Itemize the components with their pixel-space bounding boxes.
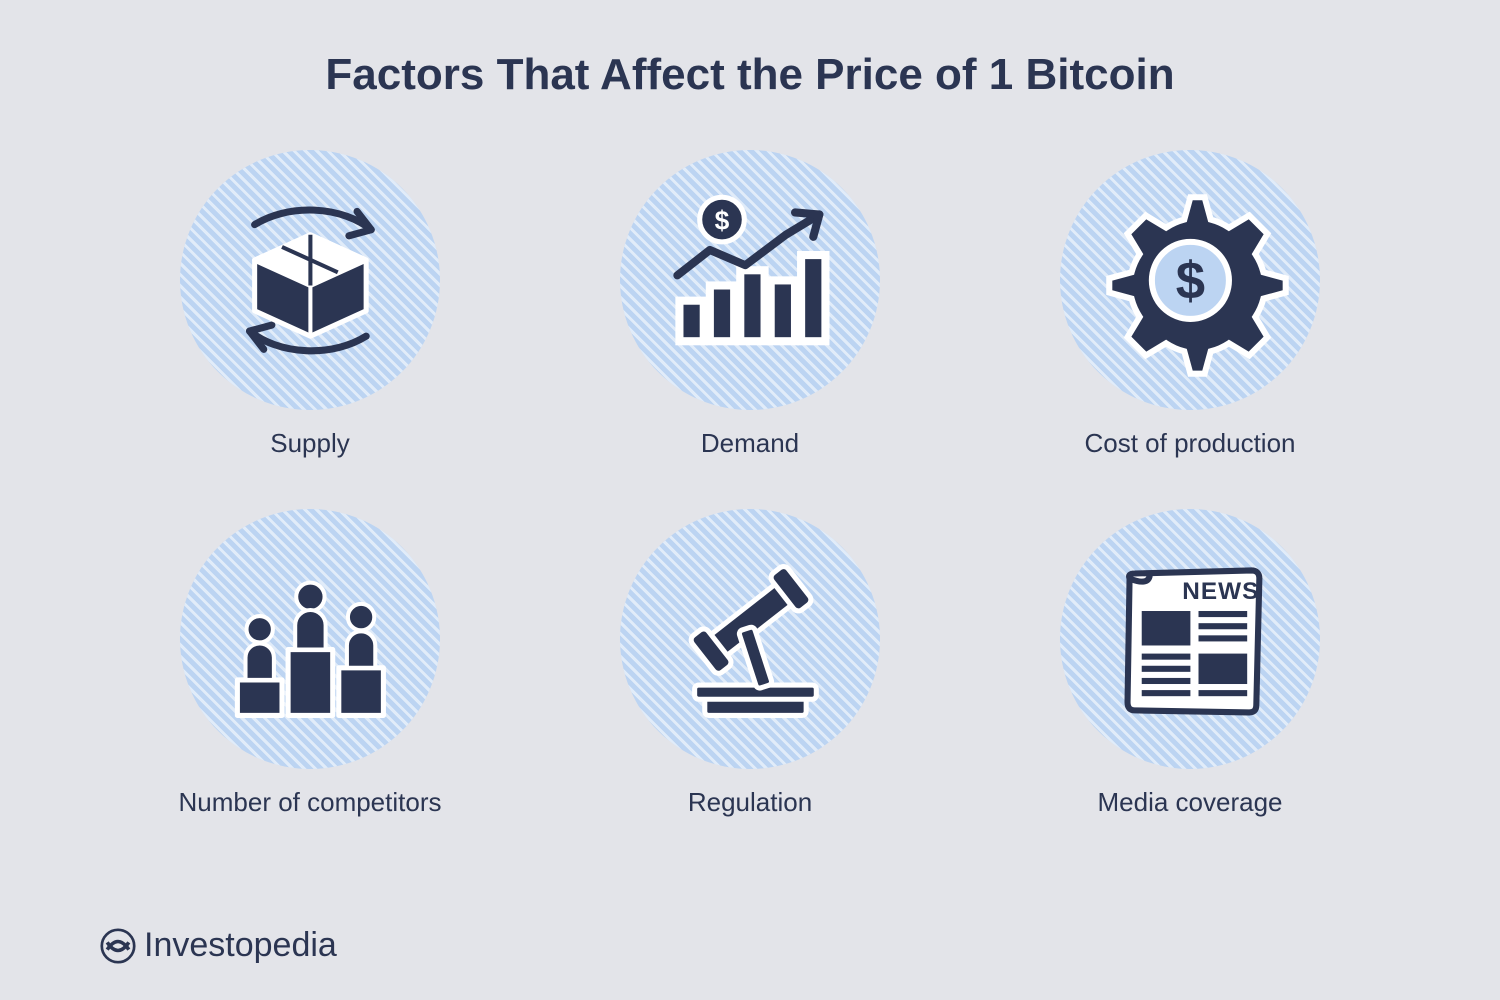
factor-label: Media coverage xyxy=(1098,787,1283,818)
factor-circle: NEWS xyxy=(1060,509,1320,769)
factor-competitors: Number of competitors xyxy=(179,509,442,818)
newspaper-icon: NEWS xyxy=(1089,538,1292,741)
factor-label: Number of competitors xyxy=(179,787,442,818)
podium-people-icon xyxy=(209,538,412,741)
factor-production: $ Cost of production xyxy=(1060,150,1320,459)
gavel-icon xyxy=(649,538,852,741)
factor-circle: $ xyxy=(1060,150,1320,410)
factor-label: Supply xyxy=(270,428,350,459)
factor-demand: $ Demand xyxy=(620,150,880,459)
infographic-canvas: Factors That Affect the Price of 1 Bitco… xyxy=(0,0,1500,1000)
factors-grid: Supply xyxy=(150,150,1350,818)
page-title: Factors That Affect the Price of 1 Bitco… xyxy=(100,50,1400,100)
factor-media: NEWS xyxy=(1060,509,1320,818)
factor-label: Demand xyxy=(701,428,799,459)
gear-dollar-icon: $ xyxy=(1089,179,1292,382)
factor-circle xyxy=(180,150,440,410)
brand-logo: Investopedia xyxy=(100,926,337,965)
brand-mark-icon xyxy=(100,928,136,964)
svg-text:$: $ xyxy=(714,205,729,235)
factor-circle xyxy=(180,509,440,769)
brand-name: Investopedia xyxy=(144,926,337,965)
factor-label: Cost of production xyxy=(1084,428,1295,459)
factor-label: Regulation xyxy=(688,787,812,818)
svg-text:NEWS: NEWS xyxy=(1182,577,1259,604)
factor-supply: Supply xyxy=(180,150,440,459)
box-cycle-icon xyxy=(209,179,412,382)
factor-circle: $ xyxy=(620,150,880,410)
svg-text:$: $ xyxy=(1175,251,1204,310)
factor-regulation: Regulation xyxy=(620,509,880,818)
factor-circle xyxy=(620,509,880,769)
growth-chart-icon: $ xyxy=(649,179,852,382)
